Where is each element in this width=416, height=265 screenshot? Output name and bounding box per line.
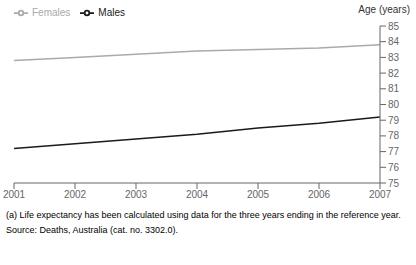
html-text:(a) Life expectancy has been c: (a) Life expectancy has been calculated … — [6, 210, 401, 220]
svg-text:78: 78 — [388, 130, 400, 141]
svg-text:2005: 2005 — [247, 189, 270, 200]
svg-text:2006: 2006 — [308, 189, 331, 200]
svg-text:82: 82 — [388, 68, 400, 79]
svg-text:2003: 2003 — [125, 189, 148, 200]
svg-text:2007: 2007 — [369, 189, 392, 200]
html-text:Source: Deaths, Australia (cat: Source: Deaths, Australia (cat. no. 3302… — [6, 225, 179, 235]
svg-text:77: 77 — [388, 146, 400, 157]
svg-text:2004: 2004 — [186, 189, 209, 200]
svg-text:84: 84 — [388, 36, 400, 47]
svg-text:85: 85 — [388, 21, 400, 32]
html-text:Males: Males — [98, 6, 125, 18]
svg-text:83: 83 — [388, 52, 400, 63]
html-text:Age (years): Age (years) — [358, 4, 410, 15]
svg-text:2001: 2001 — [3, 189, 26, 200]
svg-text:76: 76 — [388, 162, 400, 173]
svg-text:81: 81 — [388, 83, 400, 94]
svg-text:2002: 2002 — [64, 189, 87, 200]
html-text:Females: Females — [32, 6, 71, 18]
svg-text:79: 79 — [388, 115, 400, 126]
svg-text:80: 80 — [388, 99, 400, 110]
svg-text:75: 75 — [388, 178, 400, 189]
